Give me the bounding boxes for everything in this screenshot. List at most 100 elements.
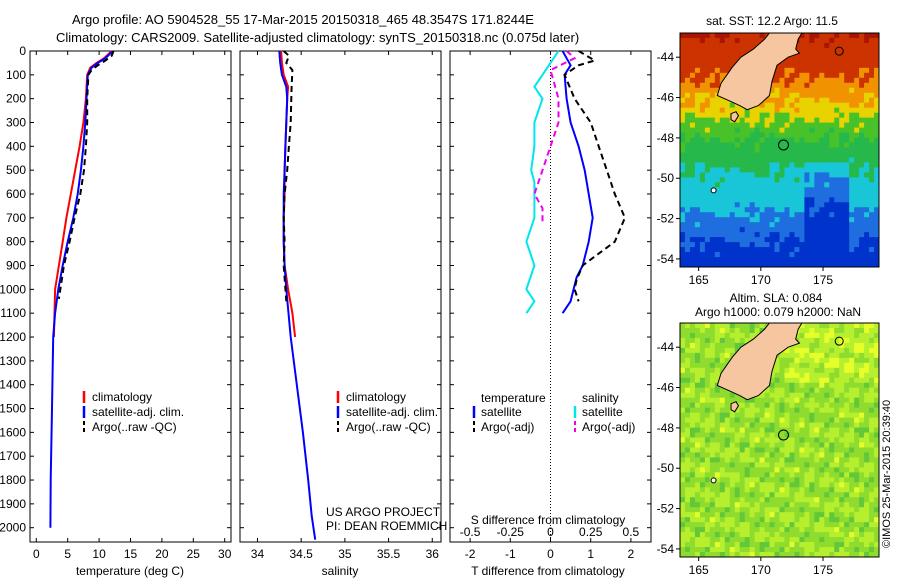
map-cell	[859, 542, 865, 548]
map-cell	[764, 407, 770, 414]
map-cell	[680, 77, 686, 84]
map-cell	[680, 452, 686, 458]
map-cell	[829, 252, 835, 258]
map-cell	[719, 437, 726, 443]
map-cell	[724, 67, 731, 74]
map-cell	[864, 67, 870, 74]
map-cell	[684, 342, 691, 349]
map-cell	[859, 467, 865, 473]
map-cell	[859, 247, 865, 253]
map-cell	[869, 57, 875, 64]
map-cell	[699, 417, 706, 423]
map-cell	[804, 237, 810, 243]
map-cell	[829, 323, 835, 329]
map-cell	[859, 92, 865, 99]
map-cell	[744, 457, 751, 463]
map-cell	[704, 237, 711, 243]
map-cell	[804, 332, 810, 339]
map-cell	[764, 427, 770, 433]
map-cell	[684, 67, 691, 74]
map-cell	[764, 442, 770, 448]
map-cell	[859, 112, 865, 119]
map-cell	[834, 323, 840, 329]
map-cell	[759, 102, 765, 109]
map-cell	[864, 492, 870, 498]
map-cell	[749, 502, 756, 508]
map-cell	[874, 127, 879, 133]
map-cell	[819, 502, 825, 508]
map-cell	[704, 427, 711, 433]
map-cell	[834, 122, 840, 128]
map-cell	[729, 327, 736, 334]
map-cell	[814, 87, 820, 94]
map-cell	[839, 377, 845, 384]
map-cell	[714, 512, 721, 518]
map-cell	[869, 352, 875, 359]
map-cell	[809, 467, 815, 473]
map-cell	[754, 522, 761, 528]
map-cell	[704, 417, 711, 423]
map-cell	[680, 527, 686, 533]
map-cell	[859, 227, 865, 233]
map-cell	[869, 142, 875, 148]
map-cell	[739, 172, 746, 178]
map-cell	[819, 537, 825, 543]
map-cell	[719, 502, 726, 508]
map-cell	[719, 397, 726, 404]
map-cell	[769, 167, 775, 173]
map-cell	[849, 537, 855, 543]
map-cell	[869, 527, 875, 533]
map-cell	[869, 177, 875, 183]
map-cell	[684, 522, 691, 528]
map-cell	[749, 172, 756, 178]
map-cell	[719, 387, 726, 394]
map-cell	[744, 142, 751, 148]
map-cell	[849, 177, 855, 183]
map-cell	[829, 492, 835, 498]
map-cell	[724, 437, 731, 443]
map-cell	[684, 502, 691, 508]
map-cell	[839, 347, 845, 354]
map-cell	[744, 42, 751, 49]
map-cell	[759, 412, 765, 418]
map-cell	[869, 497, 875, 503]
map-cell	[754, 187, 761, 193]
map-cell	[684, 542, 691, 548]
map-cell	[749, 447, 756, 453]
map-cell	[834, 397, 840, 404]
map-cell	[859, 527, 865, 533]
map-cell	[774, 157, 780, 163]
map-cell	[729, 522, 736, 528]
land-stewart-island	[730, 111, 740, 123]
map-cell	[714, 527, 721, 533]
map-cell	[819, 137, 825, 143]
map-cell	[824, 323, 830, 329]
map-cell	[709, 342, 716, 349]
map-cell	[699, 92, 706, 99]
map-cell	[859, 117, 865, 124]
map-cell	[844, 162, 850, 168]
map-cell	[699, 482, 706, 488]
map-cell	[779, 162, 785, 168]
temperature-legend: climatology satellite-adj. clim. Argo(..…	[82, 390, 184, 434]
map-cell	[819, 352, 825, 359]
map-cell	[734, 162, 741, 168]
map-cell	[724, 457, 731, 463]
lat-tick-label: -50	[657, 171, 675, 185]
map-cell	[689, 412, 696, 418]
map-cell	[689, 347, 696, 354]
map-cell	[794, 252, 800, 258]
map-cell	[754, 252, 761, 258]
map-cell	[874, 252, 879, 258]
map-cell	[814, 127, 820, 133]
map-cell	[874, 552, 879, 557]
map-cell	[684, 382, 691, 389]
map-cell	[759, 252, 765, 258]
map-cell	[819, 432, 825, 438]
map-cell	[824, 407, 830, 414]
map-cell	[809, 472, 815, 478]
map-cell	[734, 467, 741, 473]
map-cell	[689, 37, 696, 44]
y-tick-label: 1200	[0, 330, 26, 344]
map-cell	[834, 132, 840, 138]
